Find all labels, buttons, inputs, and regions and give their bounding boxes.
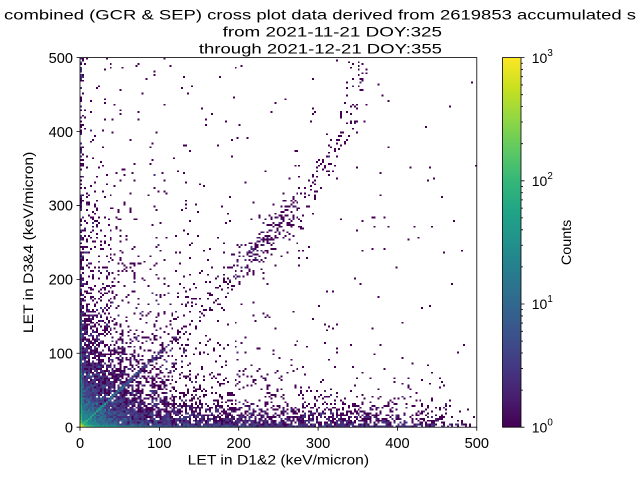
svg-text:3: 3 xyxy=(547,48,553,59)
svg-text:10: 10 xyxy=(532,50,548,66)
svg-text:100: 100 xyxy=(147,436,171,452)
svg-text:300: 300 xyxy=(49,199,73,215)
svg-text:100: 100 xyxy=(49,347,73,363)
svg-text:2: 2 xyxy=(547,171,552,182)
svg-text:LET in D1&2 (keV/micron): LET in D1&2 (keV/micron) xyxy=(188,452,369,468)
svg-text:10: 10 xyxy=(532,296,548,312)
svg-text:300: 300 xyxy=(306,436,330,452)
svg-text:500: 500 xyxy=(465,436,489,452)
svg-text:0: 0 xyxy=(65,421,73,437)
svg-text:0: 0 xyxy=(547,417,553,428)
svg-text:200: 200 xyxy=(49,273,73,289)
svg-text:through 2021-12-21 DOY:355: through 2021-12-21 DOY:355 xyxy=(199,40,442,56)
svg-text:400: 400 xyxy=(49,125,73,141)
svg-text:combined (GCR & SEP) cross plo: combined (GCR & SEP) cross plot data der… xyxy=(4,7,636,23)
svg-text:10: 10 xyxy=(532,173,548,189)
svg-text:200: 200 xyxy=(227,436,251,452)
svg-text:10: 10 xyxy=(532,419,548,435)
svg-text:0: 0 xyxy=(76,436,84,452)
svg-text:Counts: Counts xyxy=(558,220,574,266)
svg-text:LET in D3&4 (keV/micron): LET in D3&4 (keV/micron) xyxy=(20,152,36,333)
svg-text:500: 500 xyxy=(49,51,73,67)
svg-text:from 2021-11-21 DOY:325: from 2021-11-21 DOY:325 xyxy=(223,24,443,40)
svg-text:400: 400 xyxy=(385,436,409,452)
svg-text:1: 1 xyxy=(547,294,552,305)
